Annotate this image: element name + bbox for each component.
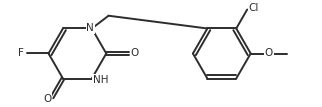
Text: NH: NH — [93, 75, 108, 85]
Text: O: O — [43, 94, 52, 104]
Text: F: F — [18, 48, 24, 59]
Text: O: O — [265, 48, 273, 59]
Text: O: O — [130, 48, 139, 59]
Text: Cl: Cl — [249, 3, 259, 13]
Text: N: N — [86, 23, 94, 33]
